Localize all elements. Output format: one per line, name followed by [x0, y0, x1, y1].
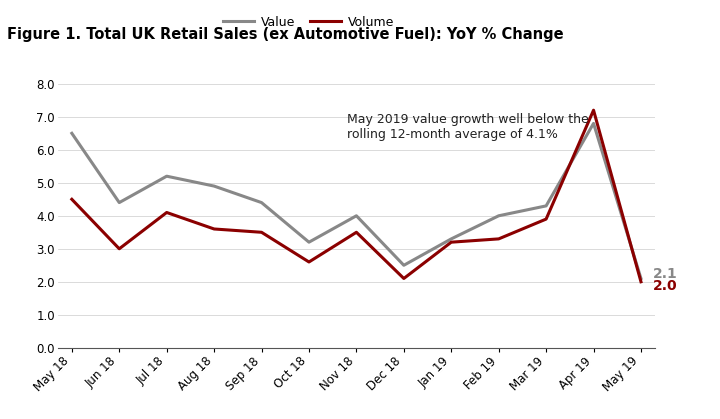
- Legend: Value, Volume: Value, Volume: [218, 11, 399, 34]
- Text: 2.0: 2.0: [653, 279, 678, 293]
- Text: 2.1: 2.1: [653, 267, 678, 281]
- Text: May 2019 value growth well below the
rolling 12-month average of 4.1%: May 2019 value growth well below the rol…: [347, 114, 589, 142]
- Text: Figure 1. Total UK Retail Sales (ex Automotive Fuel): YoY % Change: Figure 1. Total UK Retail Sales (ex Auto…: [7, 27, 564, 42]
